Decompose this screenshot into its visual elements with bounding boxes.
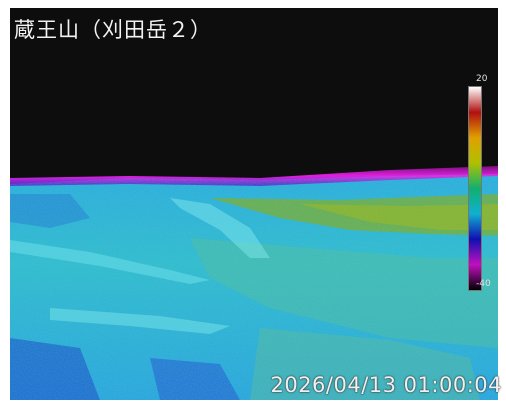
thermal-camera-frame xyxy=(10,8,498,400)
scale-max-label: 20 xyxy=(476,74,488,84)
thermal-image xyxy=(10,8,498,400)
scale-min-label: -40 xyxy=(476,279,491,289)
capture-timestamp: 2026/04/13 01:00:04 xyxy=(270,373,502,397)
temperature-scale-bar xyxy=(468,86,482,291)
camera-title: 蔵王山（刈田岳２） xyxy=(14,18,212,42)
